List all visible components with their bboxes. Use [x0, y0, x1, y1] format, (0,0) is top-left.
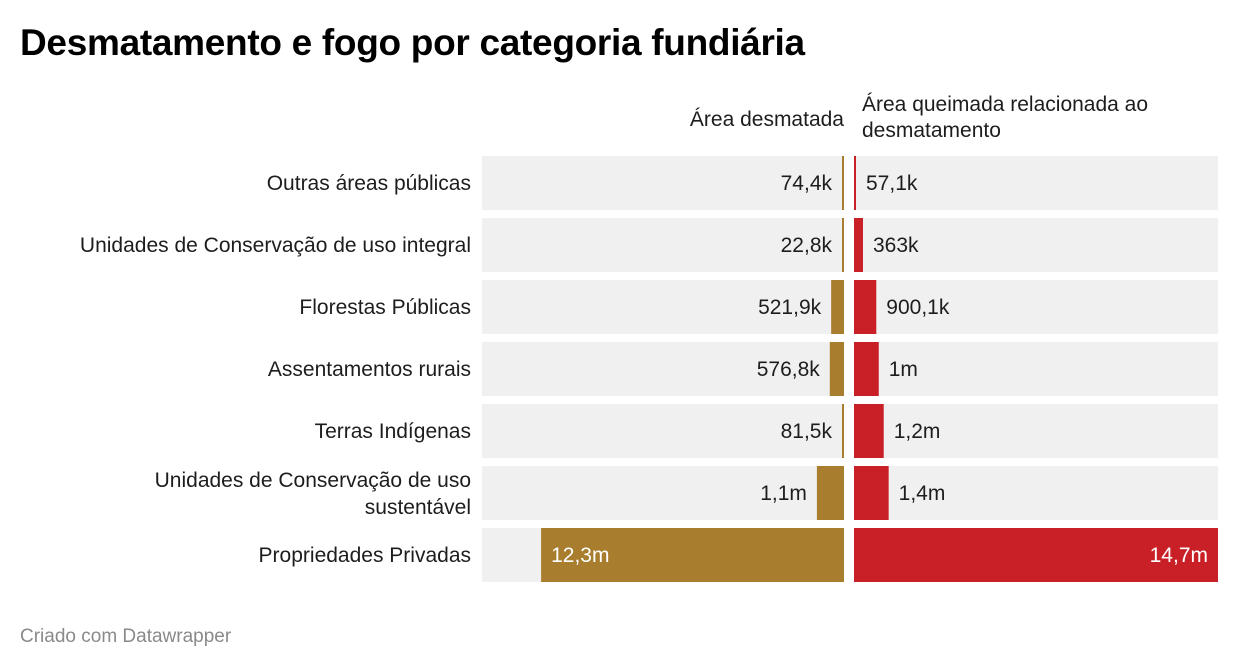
value-label-fire: 1m	[889, 358, 918, 381]
bar-fire	[854, 404, 884, 458]
bar-fire	[854, 218, 863, 272]
category-label: Outras áreas públicas	[267, 172, 471, 195]
value-label-deforestation: 22,8k	[781, 234, 833, 257]
row-background-left	[482, 404, 844, 458]
category-label: Terras Indígenas	[315, 420, 471, 443]
category-label: Florestas Públicas	[299, 296, 471, 319]
category-label: Unidades de Conservação de uso sustentáve…	[155, 469, 471, 519]
row-background-left	[482, 218, 844, 272]
category-label: Unidades de Conservação de uso integral	[80, 234, 471, 257]
row-background-right	[854, 342, 1218, 396]
value-label-fire: 14,7m	[1150, 544, 1208, 567]
value-label-fire: 57,1k	[866, 172, 918, 195]
bar-fire	[854, 156, 856, 210]
value-label-deforestation: 576,8k	[757, 358, 821, 381]
chart-row: Outras áreas públicas 74,4k 57,1k	[267, 156, 1218, 210]
bar-deforestation	[842, 218, 844, 272]
row-background-right	[854, 156, 1218, 210]
bar-deforestation	[829, 342, 844, 396]
bar-deforestation	[831, 280, 844, 334]
row-background-right	[854, 466, 1218, 520]
value-label-fire: 363k	[873, 234, 919, 257]
row-background-right	[854, 280, 1218, 334]
row-background-left	[482, 342, 844, 396]
bar-deforestation	[842, 156, 844, 210]
chart-row: Terras Indígenas 81,5k 1,2m	[315, 404, 1218, 458]
chart-row: Unidades de Conservação de uso sustentáve…	[155, 466, 1218, 520]
value-label-deforestation: 12,3m	[551, 544, 609, 567]
series-headers: Área desmatada Área queimada relacionada …	[690, 93, 1148, 142]
chart-row: Propriedades Privadas 12,3m 14,7m	[259, 528, 1218, 582]
value-label-deforestation: 74,4k	[781, 172, 833, 195]
bar-fire	[854, 342, 879, 396]
chart-title: Desmatamento e fogo por categoria fundiá…	[20, 22, 805, 63]
series-header-deforestation: Área desmatada	[690, 108, 844, 131]
bar-fire	[854, 280, 877, 334]
row-background-right	[854, 218, 1218, 272]
row-background-left	[482, 156, 844, 210]
split-bar-chart: Área desmatada Área queimada relacionada …	[80, 93, 1218, 582]
chart-rows: Outras áreas públicas 74,4k 57,1k Unidades …	[80, 156, 1218, 582]
bar-deforestation	[841, 404, 844, 458]
footer-credit: Criado com Datawrapper	[20, 626, 232, 647]
value-label-deforestation: 521,9k	[758, 296, 822, 319]
row-background-left	[482, 466, 844, 520]
series-header-fire: Área queimada relacionada ao desmatamento	[862, 93, 1148, 142]
category-label: Propriedades Privadas	[259, 544, 471, 567]
category-label: Assentamentos rurais	[268, 358, 471, 381]
bar-deforestation	[816, 466, 844, 520]
row-background-right	[854, 404, 1218, 458]
bar-fire	[854, 528, 1218, 582]
row-background-left	[482, 280, 844, 334]
chart-row: Assentamentos rurais 576,8k 1m	[268, 342, 1218, 396]
value-label-deforestation: 1,1m	[760, 482, 807, 505]
chart-row: Florestas Públicas 521,9k 900,1k	[299, 280, 1218, 334]
value-label-fire: 900,1k	[886, 296, 950, 319]
value-label-deforestation: 81,5k	[781, 420, 833, 443]
value-label-fire: 1,2m	[894, 420, 941, 443]
bar-fire	[854, 466, 889, 520]
chart-row: Unidades de Conservação de uso integral 2…	[80, 218, 1218, 272]
value-label-fire: 1,4m	[899, 482, 946, 505]
bar-deforestation	[541, 528, 844, 582]
